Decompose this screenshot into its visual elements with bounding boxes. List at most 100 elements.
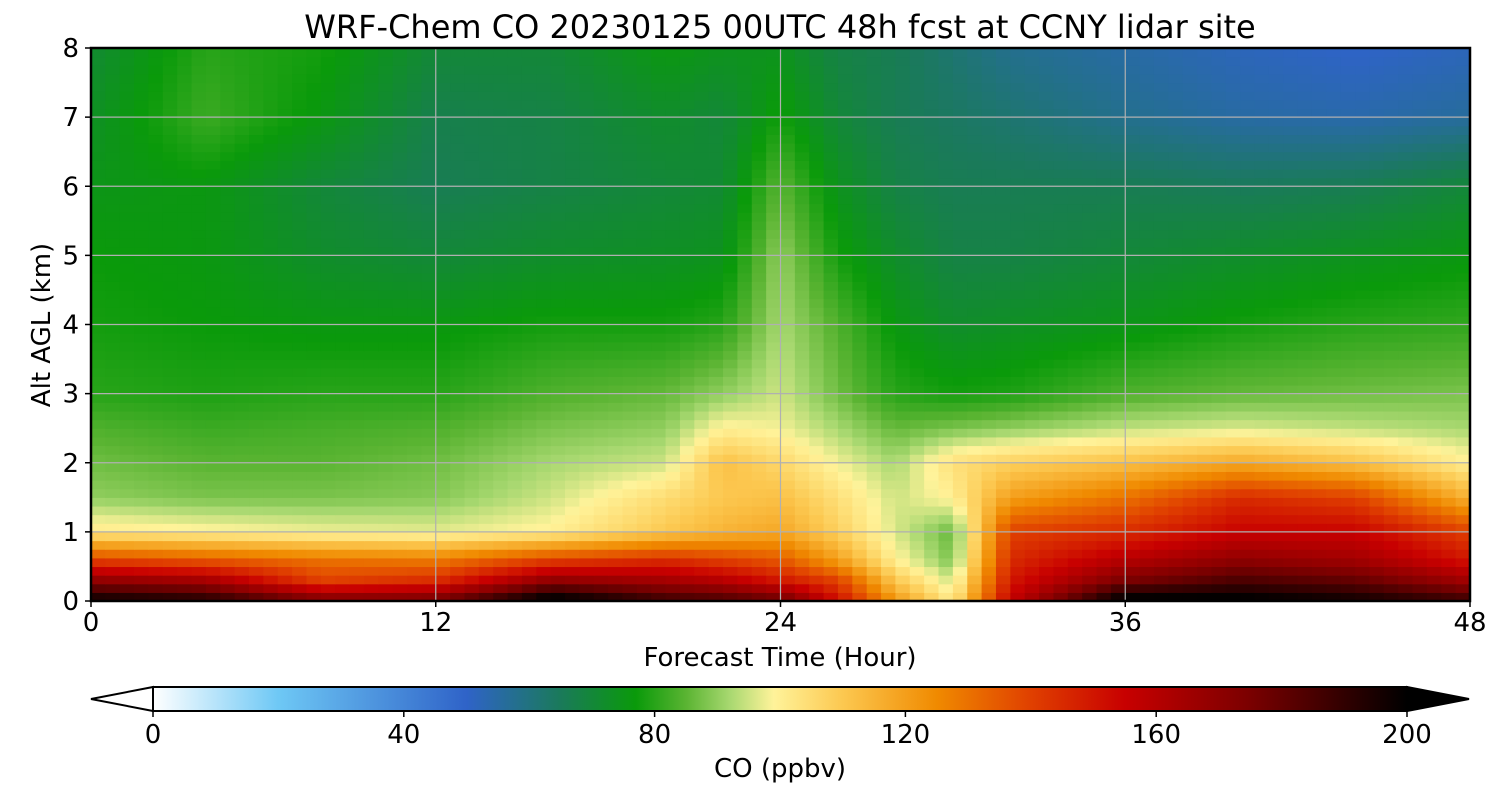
heatmap-cell [1326, 462, 1342, 472]
heatmap-cell [292, 160, 308, 170]
heatmap-cell [407, 272, 422, 282]
heatmap-cell [1053, 540, 1069, 550]
heatmap-cell [349, 575, 365, 585]
heatmap-cell [1355, 272, 1371, 282]
heatmap-cell [1268, 177, 1284, 187]
heatmap-cell [263, 557, 279, 568]
heatmap-cell [1283, 419, 1299, 429]
heatmap-cell [1383, 471, 1399, 481]
heatmap-cell [579, 220, 595, 231]
heatmap-cell [636, 445, 652, 455]
heatmap-cell [852, 497, 868, 507]
heatmap-cell [1125, 246, 1141, 256]
heatmap-cell [1211, 168, 1227, 179]
heatmap-cell [263, 402, 279, 412]
heatmap-cell [766, 168, 782, 179]
heatmap-cell [1326, 177, 1342, 187]
heatmap-cell [1039, 583, 1055, 593]
heatmap-cell [1153, 549, 1169, 559]
heatmap-cell [708, 445, 724, 455]
heatmap-cell [579, 186, 595, 196]
heatmap-cell [320, 540, 336, 550]
heatmap-cell [1010, 514, 1026, 524]
heatmap-cell [292, 203, 308, 213]
heatmap-cell [1268, 212, 1284, 222]
heatmap-cell [895, 566, 911, 576]
heatmap-cell [794, 454, 810, 464]
heatmap-cell [1211, 203, 1227, 213]
heatmap-cell [1369, 531, 1385, 542]
heatmap-cell [177, 419, 193, 429]
heatmap-cell [407, 531, 422, 542]
heatmap-cell [464, 246, 480, 256]
heatmap-cell [809, 177, 825, 187]
heatmap-cell [1010, 168, 1026, 179]
heatmap-cell [1096, 212, 1112, 222]
heatmap-cell [909, 160, 925, 170]
heatmap-cell [134, 272, 150, 282]
heatmap-cell [837, 531, 853, 542]
heatmap-cell [1441, 359, 1457, 369]
heatmap-cell [1039, 428, 1055, 438]
heatmap-cell [1039, 549, 1055, 559]
heatmap-cell [794, 583, 810, 593]
heatmap-cell [938, 186, 954, 196]
heatmap-cell [866, 324, 882, 334]
heatmap-cell [1039, 151, 1055, 161]
heatmap-cell [177, 246, 193, 256]
heatmap-cell [866, 350, 882, 360]
heatmap-cell [234, 557, 250, 568]
heatmap-cell [565, 246, 580, 256]
heatmap-cell [421, 462, 437, 472]
heatmap-cell [478, 384, 494, 395]
heatmap-cell [292, 194, 308, 205]
heatmap-cell [737, 281, 753, 291]
heatmap-cell [1082, 212, 1098, 222]
heatmap-cell [895, 212, 911, 222]
heatmap-cell [1010, 549, 1026, 559]
heatmap-cell [1139, 350, 1155, 360]
heatmap-cell [794, 376, 810, 386]
heatmap-cell [1426, 255, 1442, 265]
heatmap-cell [234, 220, 250, 231]
heatmap-cell [565, 307, 580, 317]
heatmap-cell [220, 557, 236, 568]
heatmap-cell [335, 488, 351, 498]
heatmap-cell [306, 264, 322, 274]
heatmap-cell [1110, 402, 1126, 412]
heatmap-cell [1168, 592, 1184, 601]
heatmap-cell [881, 540, 897, 550]
heatmap-cell [277, 359, 293, 369]
heatmap-cell [1010, 298, 1026, 308]
heatmap-cell [1355, 445, 1371, 455]
heatmap-cell [679, 229, 695, 239]
heatmap-cell [723, 575, 738, 585]
heatmap-cell [938, 367, 954, 377]
heatmap-cell [134, 592, 150, 601]
heatmap-cell [723, 592, 738, 601]
heatmap-cell [679, 359, 695, 369]
heatmap-cell [464, 151, 480, 161]
heatmap-cell [335, 168, 351, 179]
heatmap-cell [1225, 410, 1241, 421]
heatmap-cell [521, 410, 537, 421]
heatmap-cell [177, 480, 193, 490]
heatmap-cell [866, 289, 882, 300]
heatmap-cell [1369, 281, 1385, 291]
heatmap-cell [1311, 445, 1327, 455]
heatmap-cell [1182, 419, 1198, 429]
heatmap-cell [737, 410, 753, 421]
heatmap-cell [636, 264, 652, 274]
heatmap-cell [852, 272, 868, 282]
heatmap-cell [565, 428, 580, 438]
heatmap-cell [924, 445, 940, 455]
heatmap-cell [349, 480, 365, 490]
heatmap-cell [1139, 462, 1155, 472]
heatmap-cell [249, 307, 264, 317]
heatmap-cell [407, 402, 422, 412]
heatmap-cell [1010, 583, 1026, 593]
heatmap-cell [450, 281, 466, 291]
heatmap-cell [1225, 549, 1241, 559]
heatmap-cell [119, 151, 135, 161]
heatmap-cell [205, 557, 221, 568]
